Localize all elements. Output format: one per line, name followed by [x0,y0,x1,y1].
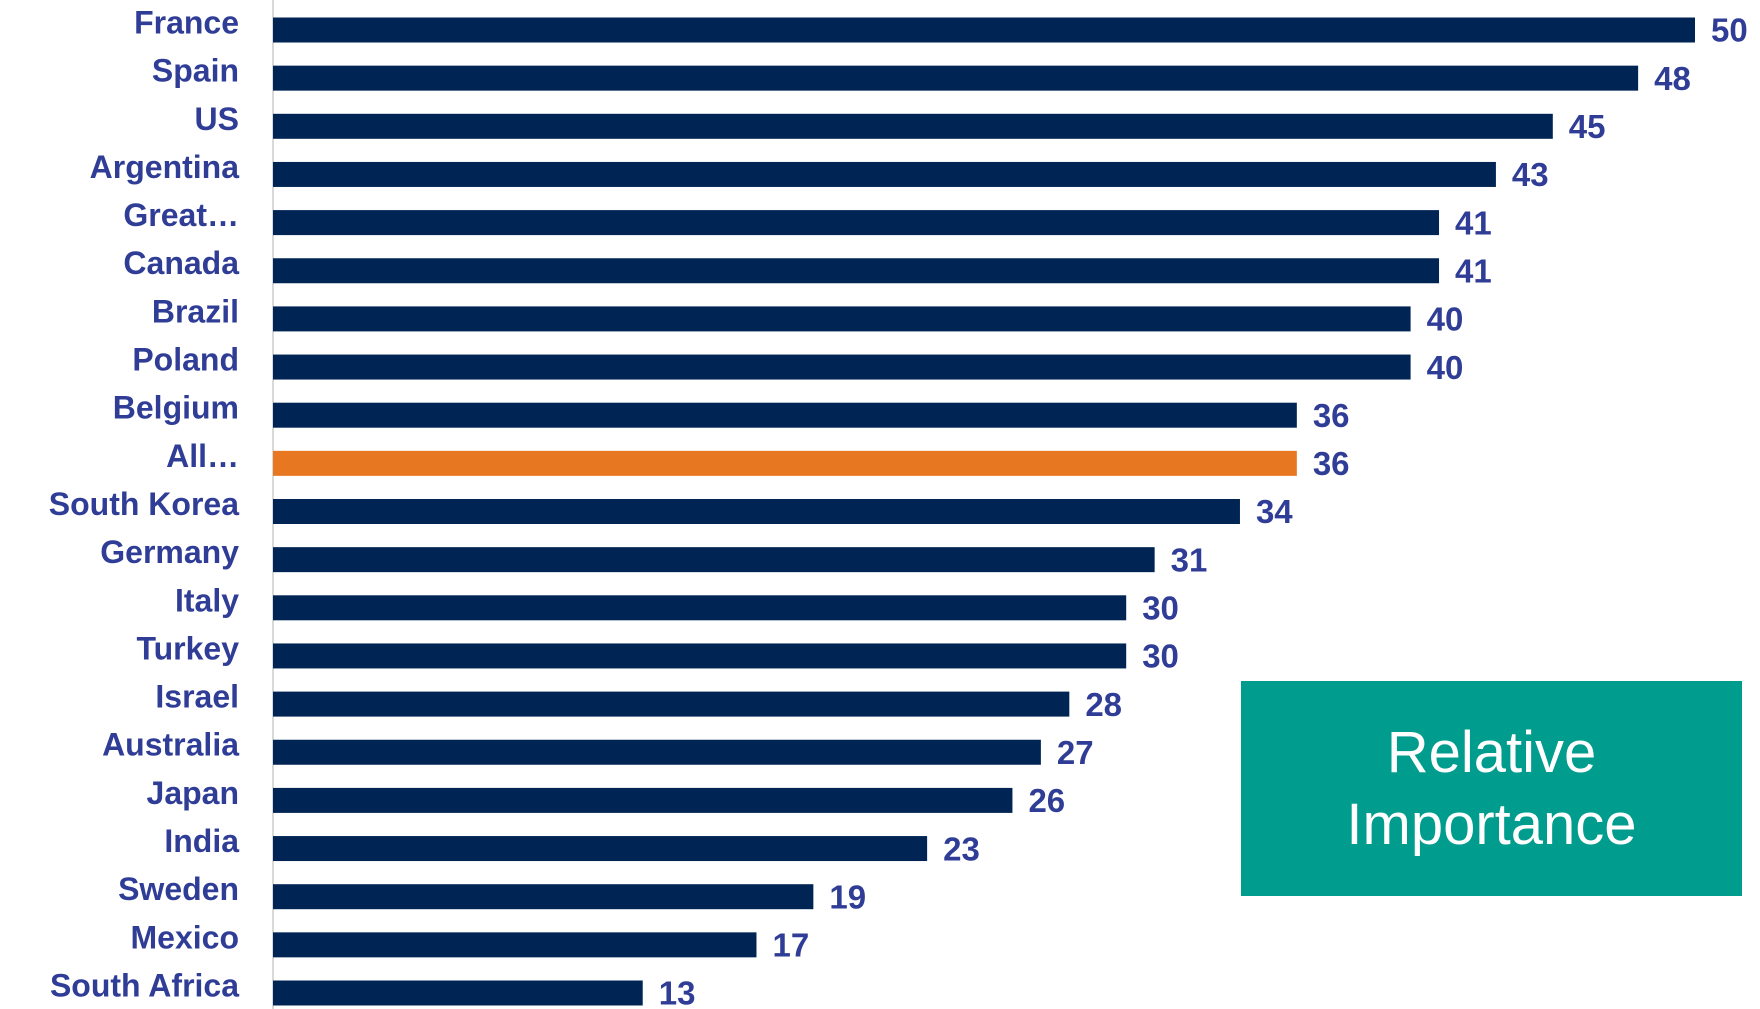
value-label: 41 [1455,204,1492,241]
value-label: 28 [1085,686,1122,723]
value-label: 26 [1028,782,1065,819]
bar [273,787,1013,813]
annotation: Relative Importance [1241,681,1742,896]
y-tick-label: South Africa [50,967,239,1003]
y-tick-label: South Korea [49,486,239,522]
bar [273,258,1440,284]
y-tick-label: Israel [155,679,239,715]
value-label: 50 [1711,12,1748,49]
value-label: 19 [829,878,866,915]
y-tick-label: Argentina [90,149,240,185]
y-tick-label: Canada [123,245,239,281]
y-tick-label: Italy [175,582,239,618]
value-label: 31 [1171,541,1208,578]
y-tick-label: Belgium [113,390,239,426]
y-tick-label: Poland [132,342,239,378]
value-label: 30 [1142,638,1179,675]
y-tick-label: India [164,823,239,859]
bar [273,980,643,1006]
bar [273,691,1070,717]
value-label: 40 [1427,349,1464,386]
bar [273,739,1041,765]
bar [273,499,1240,524]
bar [273,306,1411,332]
bar [273,450,1297,476]
bar [273,17,1695,43]
y-tick-label: Japan [147,775,239,811]
bar [273,402,1297,428]
y-tick-label: All… [166,438,239,474]
bar [273,113,1553,139]
bar [273,932,757,958]
value-label: 36 [1313,445,1350,482]
y-tick-label: US [195,101,239,137]
y-tick-label: Turkey [136,630,239,666]
y-tick-label: Germany [100,534,239,570]
bar [273,210,1440,236]
bar [273,65,1639,91]
y-tick-label: Great… [123,197,239,233]
bar [273,547,1155,573]
value-label: 48 [1654,60,1691,97]
value-label: 45 [1569,108,1606,145]
bar [273,836,928,862]
y-tick-label: Spain [152,53,239,89]
value-label: 17 [772,927,809,964]
bar [273,595,1127,621]
bar [273,161,1496,187]
bar [273,884,814,910]
y-tick-label: France [134,4,239,40]
value-label: 23 [943,830,980,867]
value-label: 13 [659,975,696,1009]
y-tick-label: Australia [102,727,239,763]
bar [273,354,1411,380]
y-tick-label: Brazil [152,293,239,329]
bar [273,643,1127,669]
value-label: 27 [1057,734,1094,771]
y-tick-label: Mexico [131,919,239,955]
y-tick-label: Sweden [118,871,239,907]
value-label: 36 [1313,397,1350,434]
value-label: 43 [1512,156,1549,193]
value-label: 30 [1142,590,1179,627]
value-label: 40 [1427,301,1464,338]
value-label: 41 [1455,252,1492,289]
value-label: 34 [1256,493,1293,530]
